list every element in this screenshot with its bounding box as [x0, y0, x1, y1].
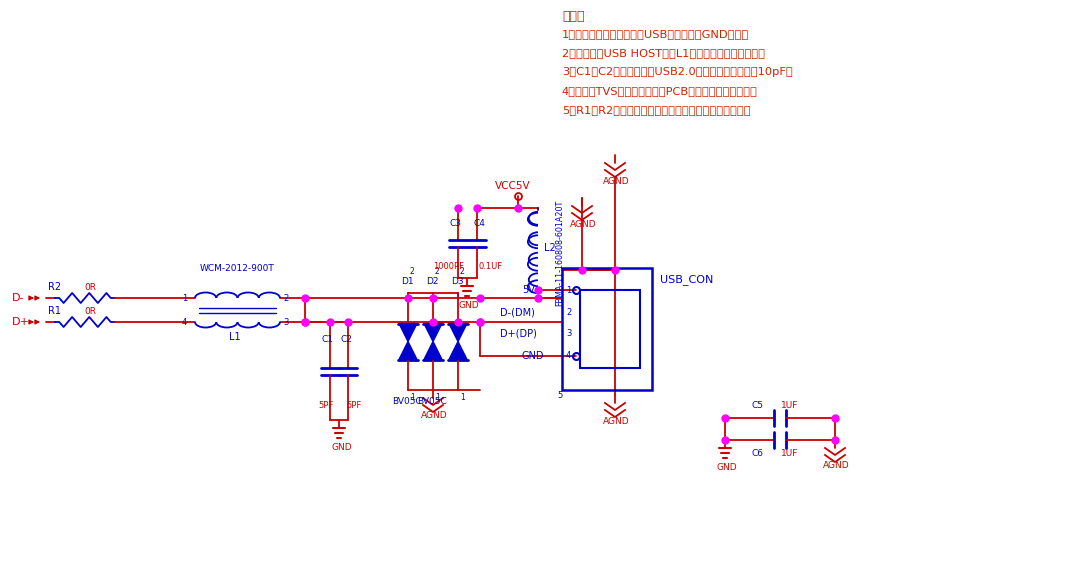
- Text: GND: GND: [522, 351, 544, 361]
- Text: VCC5V: VCC5V: [495, 181, 530, 191]
- Text: D+: D+: [12, 317, 30, 327]
- Text: D3: D3: [450, 277, 463, 285]
- Text: BV05C: BV05C: [392, 397, 422, 407]
- Text: AGND: AGND: [603, 417, 630, 425]
- Polygon shape: [449, 342, 467, 360]
- Text: 1: 1: [460, 393, 464, 403]
- Text: C2: C2: [340, 335, 352, 345]
- Text: 2: 2: [410, 267, 415, 275]
- Text: 4、为保证TVS能发挥作用，在PCB设计时要大面积接地；: 4、为保证TVS能发挥作用，在PCB设计时要大面积接地；: [562, 86, 758, 96]
- Text: 1: 1: [435, 393, 440, 403]
- Bar: [562, 268, 652, 390]
- Text: 1: 1: [181, 293, 187, 303]
- Text: 3: 3: [283, 317, 288, 327]
- Text: 5: 5: [557, 390, 563, 400]
- Text: 1: 1: [566, 285, 571, 295]
- Text: 1UF: 1UF: [781, 450, 799, 458]
- Text: 5PF: 5PF: [318, 400, 334, 410]
- Text: 备注：: 备注：: [562, 10, 584, 23]
- Text: 2、若接口为USB HOST，则L1需要更换为大电流磁珠；: 2、若接口为USB HOST，则L1需要更换为大电流磁珠；: [562, 48, 765, 58]
- Polygon shape: [424, 342, 442, 360]
- Text: GND: GND: [717, 462, 738, 472]
- Text: AGND: AGND: [603, 177, 630, 185]
- Text: USB_CON: USB_CON: [660, 275, 714, 285]
- Polygon shape: [449, 324, 467, 342]
- Text: R1: R1: [48, 306, 60, 316]
- Text: L1: L1: [229, 332, 241, 342]
- Text: C6: C6: [752, 450, 764, 458]
- Text: D+(DP): D+(DP): [500, 329, 537, 339]
- Text: BV05C: BV05C: [417, 397, 447, 407]
- Text: GND: GND: [459, 300, 480, 310]
- Text: 3: 3: [566, 329, 571, 339]
- Text: 2: 2: [460, 267, 464, 275]
- Text: 2: 2: [435, 267, 440, 275]
- Text: 1000PF: 1000PF: [433, 261, 464, 271]
- Text: FBMA-11-160808-601A20T: FBMA-11-160808-601A20T: [555, 200, 565, 306]
- Text: 1UF: 1UF: [781, 401, 799, 411]
- Text: R2: R2: [48, 282, 62, 292]
- Text: C5: C5: [752, 401, 764, 411]
- Text: 3、C1、C2为预设计，在USB2.0接口时容値不要超过10pF；: 3、C1、C2为预设计，在USB2.0接口时容値不要超过10pF；: [562, 67, 793, 77]
- Text: WCM-2012-900T: WCM-2012-900T: [200, 264, 274, 272]
- Text: 2: 2: [283, 293, 288, 303]
- Text: 5V: 5V: [522, 285, 535, 295]
- Text: 4: 4: [566, 352, 571, 360]
- Text: D-(DM): D-(DM): [500, 307, 535, 317]
- Text: GND: GND: [330, 443, 352, 451]
- Bar: [580, 290, 640, 368]
- Text: D-: D-: [12, 293, 25, 303]
- Text: 0R: 0R: [84, 282, 96, 292]
- Text: L2: L2: [544, 243, 556, 253]
- Text: C4: C4: [473, 218, 485, 228]
- Polygon shape: [424, 324, 442, 342]
- Text: 5PF: 5PF: [346, 400, 361, 410]
- Text: 4: 4: [181, 317, 187, 327]
- Polygon shape: [399, 342, 417, 360]
- Text: D1: D1: [401, 277, 414, 285]
- Text: 0.1UF: 0.1UF: [480, 261, 503, 271]
- Text: 5、R1、R2为限流电阵，使用时根据实际情况进行调整；: 5、R1、R2为限流电阵，使用时根据实际情况进行调整；: [562, 105, 751, 115]
- Text: 1、若设备为非金属外壳，USB外壳需要与GND连接；: 1、若设备为非金属外壳，USB外壳需要与GND连接；: [562, 29, 750, 39]
- Text: 1: 1: [410, 393, 415, 403]
- Text: AGND: AGND: [823, 461, 850, 471]
- Text: C3: C3: [450, 218, 462, 228]
- Polygon shape: [399, 324, 417, 342]
- Text: 0R: 0R: [84, 307, 96, 315]
- Text: AGND: AGND: [570, 220, 596, 228]
- Text: AGND: AGND: [421, 411, 447, 421]
- Text: 2: 2: [566, 307, 571, 317]
- Text: D2: D2: [426, 277, 438, 285]
- Text: C1: C1: [322, 335, 334, 345]
